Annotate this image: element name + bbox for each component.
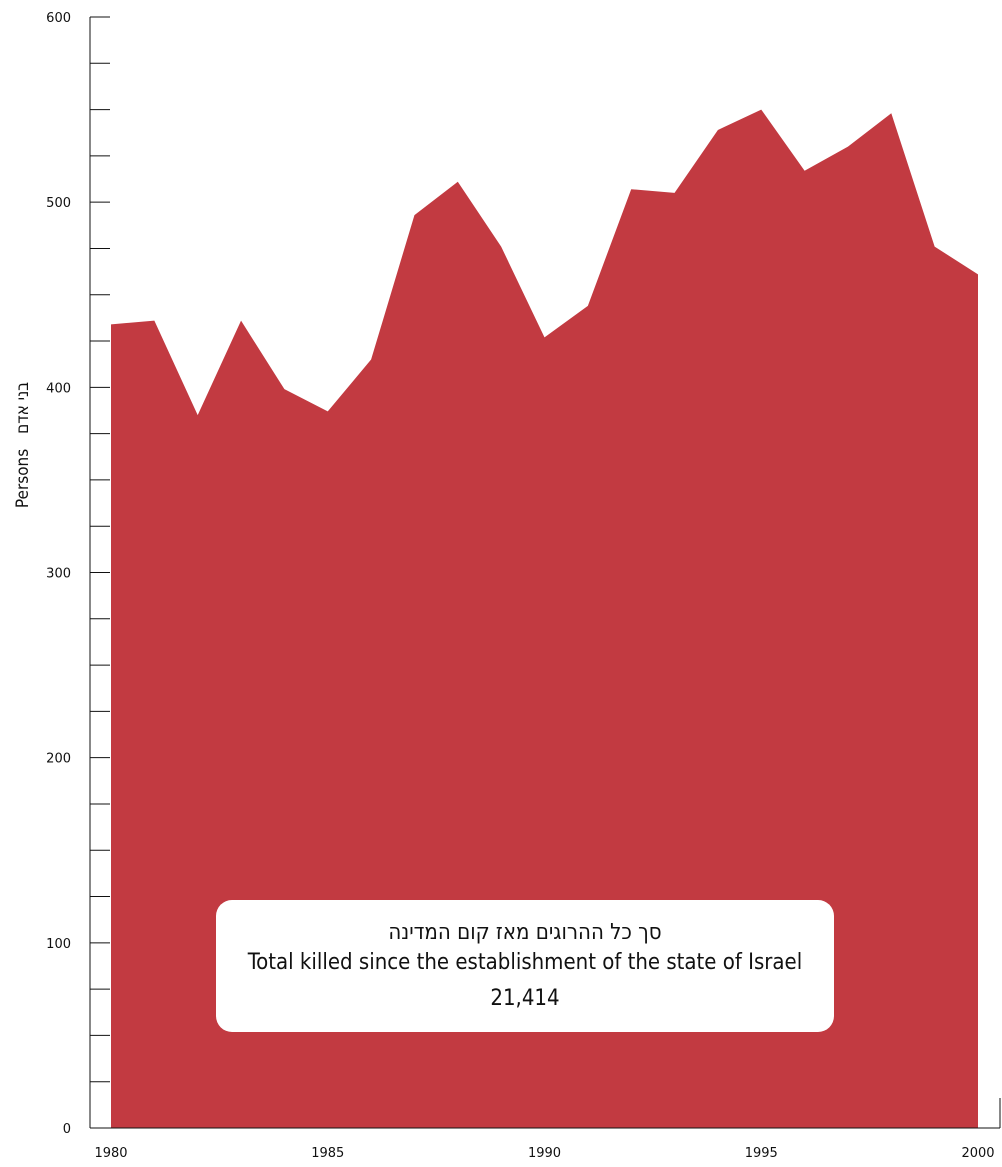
y-axis-title-english: Persons — [13, 449, 33, 508]
x-ticks: 1980 1985 1990 1995 2000 — [94, 1146, 994, 1161]
total-killed-callout: סך כל ההרוגים מאז קום המדינה Total kille… — [216, 900, 834, 1032]
y-ticks: 0 100 200 300 400 500 600 — [46, 11, 110, 1137]
x-tick-label: 1985 — [311, 1146, 344, 1161]
x-tick-label: 1980 — [94, 1146, 127, 1161]
y-axis-title: Persons בני אדם — [13, 382, 33, 508]
y-axis-title-hebrew: בני אדם — [13, 382, 33, 434]
area-series — [111, 109, 978, 1129]
y-tick-label: 500 — [46, 196, 71, 211]
y-tick-label: 200 — [46, 752, 71, 767]
y-tick-label: 300 — [46, 567, 71, 582]
y-tick-label: 600 — [46, 11, 71, 26]
x-tick-label: 1990 — [528, 1146, 561, 1161]
y-tick-label: 100 — [46, 937, 71, 952]
callout-hebrew-text: סך כל ההרוגים מאז קום המדינה — [388, 920, 662, 945]
y-tick-label: 400 — [46, 381, 71, 396]
x-tick-label: 1995 — [745, 1146, 778, 1161]
y-tick-label: 0 — [63, 1122, 71, 1137]
callout-total-value: 21,414 — [490, 986, 560, 1011]
callout-english-text: Total killed since the establishment of … — [247, 950, 803, 975]
x-tick-label: 2000 — [961, 1146, 994, 1161]
area-layer — [111, 109, 978, 1129]
